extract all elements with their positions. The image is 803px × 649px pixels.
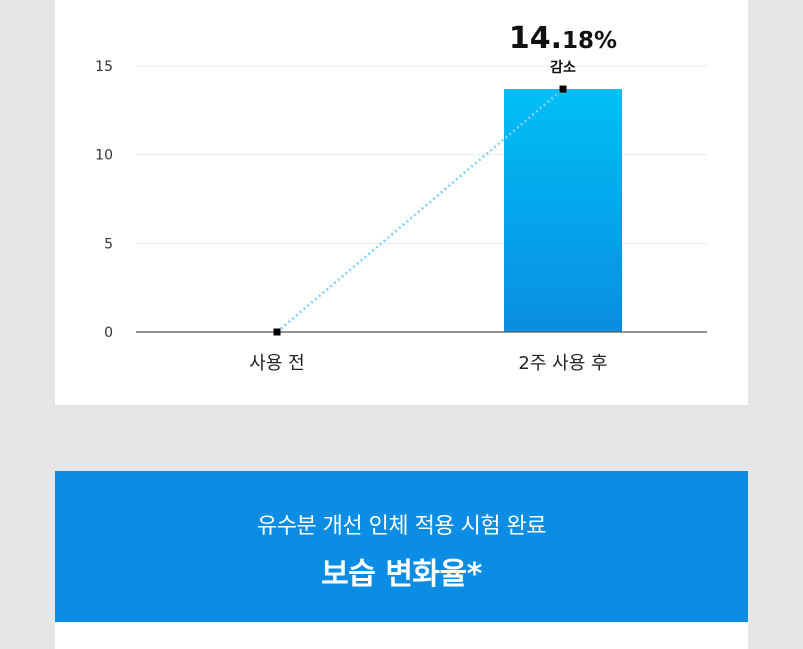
- annotation-caption: 감소: [550, 59, 576, 76]
- annotation-value-small: 18%: [562, 28, 617, 54]
- trend-point-marker: [273, 328, 281, 336]
- bar: [504, 89, 622, 332]
- bars: [504, 89, 622, 332]
- x-category-label: 2주 사용 후: [518, 353, 607, 374]
- banner-subtitle: 유수분 개선 인체 적용 시험 완료: [256, 514, 547, 539]
- annotation-value-big: 14.: [509, 21, 562, 56]
- chart-card: 0 5 10 15 사용 전 2주 사용 후 14.18% 감소: [55, 0, 748, 405]
- y-tick-label: 5: [104, 236, 113, 252]
- content-card: [55, 622, 748, 649]
- y-tick-label: 10: [95, 148, 113, 164]
- x-axis-categories: 사용 전 2주 사용 후: [249, 353, 607, 374]
- trend-point-marker: [559, 85, 567, 93]
- x-category-label: 사용 전: [249, 353, 304, 374]
- trend-line: [273, 85, 567, 336]
- banner-title: 보습 변화율*: [321, 557, 482, 592]
- y-tick-label: 0: [104, 325, 113, 341]
- y-tick-label: 15: [95, 59, 113, 75]
- value-annotation: 14.18% 감소: [509, 21, 617, 76]
- bar-chart: 0 5 10 15 사용 전 2주 사용 후 14.18% 감소: [95, 21, 707, 374]
- info-banner: 유수분 개선 인체 적용 시험 완료 보습 변화율*: [55, 471, 748, 622]
- annotation-value: 14.18%: [509, 21, 617, 56]
- y-axis-ticks: 0 5 10 15: [95, 59, 113, 341]
